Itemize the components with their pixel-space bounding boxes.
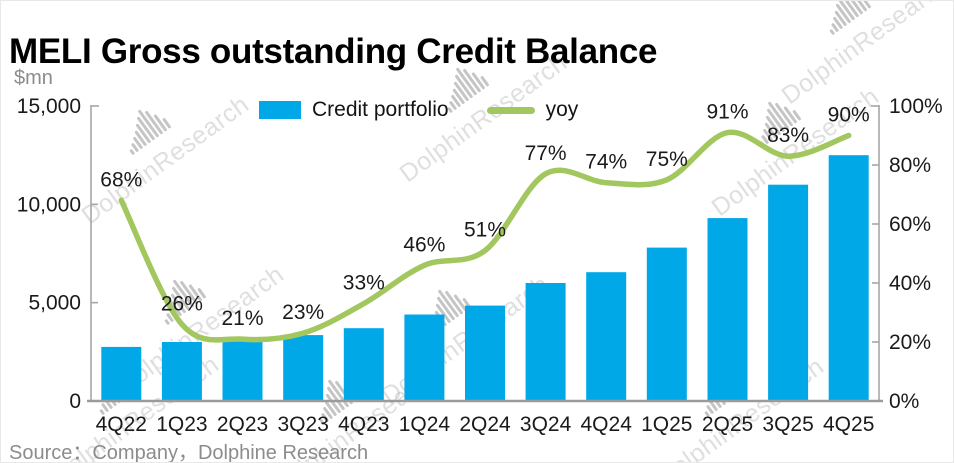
bar-1Q23 — [161, 342, 202, 401]
bar-3Q24 — [525, 283, 566, 401]
x-label-1Q25: 1Q25 — [641, 413, 692, 436]
x-label-4Q25: 4Q25 — [823, 413, 874, 436]
watermark: DolphinResearch — [77, 90, 255, 231]
bar-3Q25 — [768, 184, 809, 401]
right-tick-80%: 80% — [889, 154, 931, 177]
watermark-bars-icon — [759, 102, 801, 147]
left-axis-tick-labels: 0 5,000 10,000 15,000 — [17, 95, 81, 413]
x-label-4Q22: 4Q22 — [96, 413, 147, 436]
watermark-bars-icon — [129, 110, 171, 155]
watermark: DolphinResearch — [777, 1, 953, 111]
yoy-label-3Q24: 77% — [525, 142, 567, 165]
bar-2Q23 — [222, 340, 263, 401]
yoy-label-2Q24: 51% — [464, 219, 506, 242]
legend-bar-swatch-icon — [259, 101, 301, 119]
watermark: DolphinResearch — [112, 260, 290, 401]
x-label-2Q24: 2Q24 — [459, 413, 511, 436]
right-tick-0%: 0% — [889, 390, 919, 413]
yoy-label-1Q24: 46% — [403, 233, 445, 256]
left-tick-15,000: 15,000 — [17, 95, 81, 118]
bar-4Q23 — [343, 328, 384, 401]
right-tick-40%: 40% — [889, 272, 931, 295]
legend-item-credit-portfolio: Credit portfolio — [259, 98, 449, 122]
watermark: DolphinResearch — [707, 82, 885, 223]
axes — [90, 105, 880, 401]
left-axis-unit-label: $mn — [14, 67, 53, 89]
yoy-label-1Q23: 26% — [161, 292, 203, 315]
bar-4Q24 — [586, 272, 627, 401]
bar-1Q25 — [646, 247, 687, 401]
yoy-label-2Q23: 21% — [221, 307, 263, 330]
x-label-1Q23: 1Q23 — [156, 413, 207, 436]
bar-1Q24 — [404, 314, 445, 401]
watermark: DolphinResearch — [395, 48, 573, 189]
legend-item-yoy: yoy — [486, 98, 579, 122]
bar-series — [101, 155, 869, 401]
x-label-4Q24: 4Q24 — [581, 413, 633, 436]
watermark-bars-icon — [164, 280, 206, 325]
left-tick-0: 0 — [69, 390, 81, 413]
right-tick-100%: 100% — [889, 95, 943, 118]
legend-label-credit-portfolio: Credit portfolio — [312, 98, 449, 121]
source-note: Source：Company，Dolphine Research — [9, 442, 369, 463]
legend-line-swatch-icon — [486, 106, 535, 114]
right-axis-tick-labels: 0% 20% 40% 60% 80% 100% — [889, 95, 943, 413]
x-label-4Q23: 4Q23 — [338, 413, 389, 436]
legend-label-yoy: yoy — [545, 98, 579, 121]
yoy-line — [118, 129, 852, 343]
yoy-label-1Q25: 75% — [646, 148, 688, 171]
yoy-label-4Q24: 74% — [585, 151, 627, 174]
x-label-3Q24: 3Q24 — [520, 413, 572, 436]
x-label-3Q23: 3Q23 — [278, 413, 329, 436]
yoy-data-labels: 68% 26% 21% 23% 33% 46% 51% 77% 74% 75% 91% 83% 90% — [100, 101, 869, 331]
x-label-2Q23: 2Q23 — [217, 413, 268, 436]
yoy-label-3Q25: 83% — [767, 124, 809, 147]
left-tick-10,000: 10,000 — [17, 193, 81, 216]
x-label-1Q24: 1Q24 — [399, 413, 451, 436]
bar-4Q22 — [101, 346, 142, 401]
right-tick-20%: 20% — [889, 331, 931, 354]
watermark-bars-icon — [447, 68, 489, 113]
yoy-label-4Q23: 33% — [343, 272, 385, 295]
left-tick-5,000: 5,000 — [28, 292, 81, 315]
chart-title: MELI Gross outstanding Credit Balance — [9, 32, 658, 72]
yoy-label-2Q25: 91% — [706, 101, 748, 124]
yoy-label-3Q23: 23% — [282, 301, 324, 324]
bar-4Q25 — [828, 155, 869, 401]
bar-3Q23 — [283, 335, 324, 401]
yoy-label-4Q25: 90% — [828, 104, 870, 127]
bar-2Q24 — [465, 305, 505, 401]
legend: Credit portfolio yoy — [259, 98, 578, 122]
x-label-3Q25: 3Q25 — [762, 413, 813, 436]
x-label-2Q25: 2Q25 — [702, 413, 753, 436]
x-axis-labels: 4Q22 1Q23 2Q23 3Q23 4Q23 1Q24 2Q24 3Q24 4Q24 1Q25… — [96, 413, 875, 436]
watermark-bars-icon — [829, 1, 871, 35]
right-tick-60%: 60% — [889, 213, 931, 236]
bar-2Q25 — [707, 218, 748, 401]
yoy-label-4Q22: 68% — [100, 168, 142, 191]
